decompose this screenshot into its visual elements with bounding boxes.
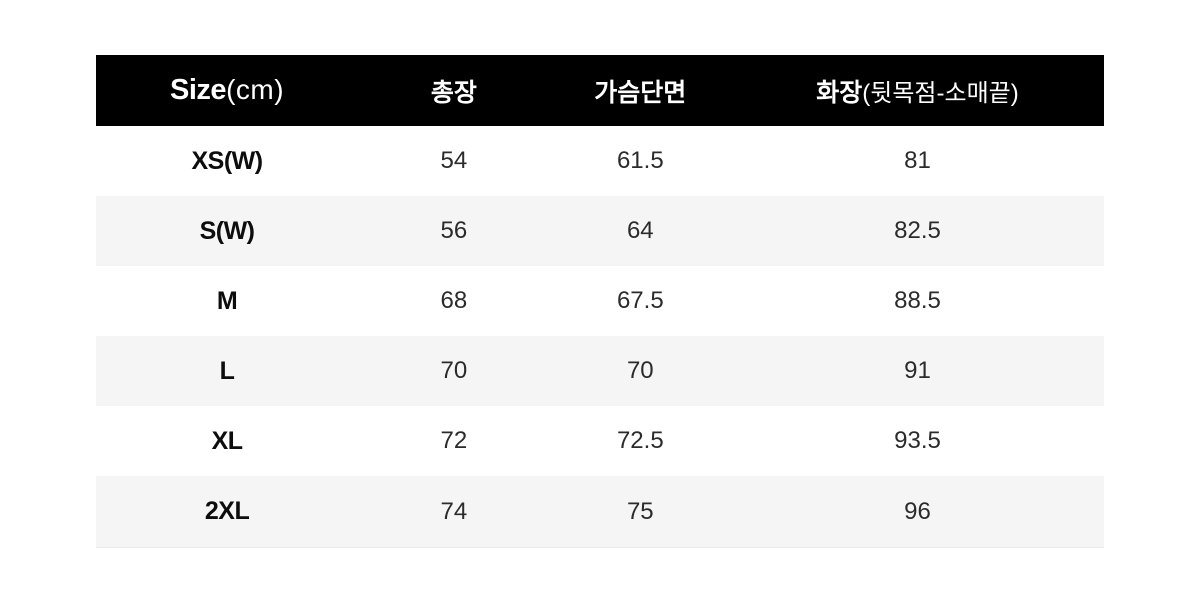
header-sleeve-sublabel: (뒷목점-소매끝) [862, 79, 1019, 107]
value-cell-total-length: 74 [440, 497, 468, 525]
value-cell-chest: 61.5 [616, 147, 664, 174]
value-cell-chest: 72.5 [616, 427, 664, 454]
table-row: L 70 70 91 [96, 336, 1104, 406]
size-cell: S(W) [199, 216, 255, 245]
value-cell-total-length: 54 [440, 147, 468, 174]
header-size-label: Size [170, 74, 227, 106]
size-cell: XL [211, 426, 243, 455]
table-row: M 68 67.5 88.5 [96, 266, 1104, 336]
size-cell: 2XL [204, 497, 250, 525]
header-sleeve-label: 화장 [816, 78, 863, 107]
value-cell-sleeve: 91 [904, 357, 931, 384]
value-cell-sleeve: 82.5 [894, 217, 941, 244]
value-cell-total-length: 56 [440, 217, 468, 244]
table-row: 2XL 74 75 96 [96, 476, 1104, 548]
header-total-length-label: 총장 [430, 78, 477, 107]
header-chest-label: 가슴단면 [594, 78, 687, 107]
size-cell: M [216, 286, 238, 315]
value-cell-chest: 70 [626, 357, 654, 384]
value-cell-total-length: 70 [440, 357, 468, 384]
value-cell-sleeve: 96 [904, 497, 931, 525]
size-chart-table: Size (cm) 총장 가슴단면 화장 (뒷목점-소매끝) XS(W) 54 61… [96, 0, 1104, 548]
table-row: XL 72 72.5 93.5 [96, 406, 1104, 476]
value-cell-chest: 75 [626, 497, 654, 525]
value-cell-total-length: 72 [440, 427, 468, 454]
table-header-row: Size (cm) 총장 가슴단면 화장 (뒷목점-소매끝) [96, 55, 1104, 126]
size-cell: L [219, 356, 235, 385]
header-chest-cell: 가슴단면 [550, 73, 731, 109]
value-cell-chest: 64 [626, 217, 654, 244]
table-row: S(W) 56 64 82.5 [96, 196, 1104, 266]
table-row: XS(W) 54 61.5 81 [96, 126, 1104, 196]
header-size-cell: Size (cm) [96, 74, 358, 107]
header-total-length-cell: 총장 [358, 73, 550, 109]
value-cell-total-length: 68 [440, 287, 468, 314]
value-cell-sleeve: 93.5 [894, 427, 941, 454]
value-cell-chest: 67.5 [616, 287, 664, 314]
header-size-unit: (cm) [226, 74, 285, 105]
size-cell: XS(W) [191, 146, 263, 175]
value-cell-sleeve: 81 [904, 147, 931, 174]
value-cell-sleeve: 88.5 [894, 287, 941, 314]
header-sleeve-cell: 화장 (뒷목점-소매끝) [731, 73, 1104, 109]
